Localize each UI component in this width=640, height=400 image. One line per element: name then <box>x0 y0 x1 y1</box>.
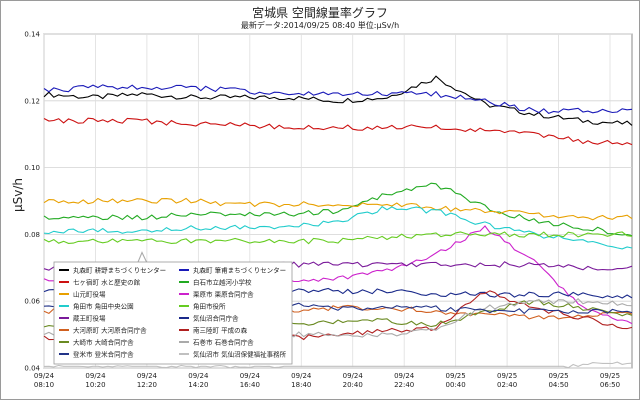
legend-box <box>53 261 293 365</box>
x-tick-label: 09/24 <box>137 372 158 380</box>
x-tick-label: 08:10 <box>34 381 54 389</box>
legend-label: 大崎市 大崎合同庁舎 <box>73 338 134 347</box>
series-line <box>43 251 633 338</box>
chart-title: 宮城県 空間線量率グラフ <box>252 6 388 20</box>
legend-label: 気仙沼市 気仙沼保健福祉事務所 <box>193 350 287 359</box>
legend-label: 南三陸町 平成の森 <box>193 326 248 335</box>
y-tick-label: 0.10 <box>24 164 40 172</box>
x-tick-label: 12:20 <box>137 381 157 389</box>
x-tick-label: 09/24 <box>291 372 312 380</box>
series-line <box>43 182 633 237</box>
legend-label: 気仙沼合同庁舎 <box>193 314 239 323</box>
x-tick-label: 09/25 <box>600 372 620 380</box>
x-tick-label: 22:40 <box>394 381 414 389</box>
x-tick-label: 09/24 <box>343 372 364 380</box>
series-line <box>43 361 633 369</box>
x-tick-label: 20:40 <box>343 381 363 389</box>
x-tick-label: 09/25 <box>548 372 568 380</box>
x-tick-label: 10:20 <box>85 381 105 389</box>
x-tick-label: 02:40 <box>497 381 517 389</box>
x-tick-label: 09/24 <box>34 372 55 380</box>
y-tick-label: 0.06 <box>24 298 40 306</box>
x-tick-label: 09/24 <box>240 372 261 380</box>
legend-label: 丸森町 耕野まちづくりセンター <box>73 266 166 275</box>
series-line <box>43 117 633 146</box>
legend-label: 大河原町 大河原合同庁舎 <box>73 326 147 335</box>
legend-label: 石巻市 石巻合同庁舎 <box>193 338 254 347</box>
series-line <box>43 84 633 115</box>
chart-subtitle: 最新データ:2014/09/25 08:40 単位:μSv/h <box>240 21 400 30</box>
legend-label: 角田市 角田中央公園 <box>73 302 134 311</box>
series-line <box>43 197 633 221</box>
legend-label: 蔵王町役場 <box>73 314 106 323</box>
x-tick-label: 18:40 <box>291 381 311 389</box>
x-tick-label: 00:40 <box>446 381 466 389</box>
legend-label: 登米市 登米合同庁舎 <box>73 350 134 359</box>
y-tick-label: 0.08 <box>24 231 40 239</box>
x-tick-label: 06:50 <box>600 381 620 389</box>
legend-label: 山元町役場 <box>73 290 106 299</box>
legend-label: 栗原市 栗原合同庁舎 <box>193 290 254 299</box>
legend-label: 丸森町 筆甫まちづくりセンター <box>193 266 286 275</box>
x-tick-label: 14:20 <box>188 381 208 389</box>
x-tick-label: 04:50 <box>548 381 568 389</box>
x-tick-label: 09/25 <box>497 372 517 380</box>
y-tick-label: 0.14 <box>24 31 40 39</box>
legend-label: 白石市立越河小学校 <box>193 278 252 287</box>
x-tick-label: 09/25 <box>446 372 466 380</box>
series-line <box>43 231 633 245</box>
legend-label: 七ヶ宿町 水と歴史の館 <box>73 278 141 287</box>
x-tick-label: 09/24 <box>188 372 209 380</box>
legend-label: 角田市役所 <box>193 302 226 311</box>
series-line <box>43 205 633 250</box>
x-tick-label: 16:40 <box>240 381 260 389</box>
y-tick-label: 0.12 <box>24 97 40 105</box>
x-tick-label: 09/24 <box>394 372 415 380</box>
x-tick-label: 09/24 <box>85 372 106 380</box>
series-line <box>43 75 633 126</box>
y-tick-label: 0.04 <box>24 365 40 373</box>
axes: 0.040.060.080.100.120.1409/2408:1009/241… <box>24 31 620 390</box>
